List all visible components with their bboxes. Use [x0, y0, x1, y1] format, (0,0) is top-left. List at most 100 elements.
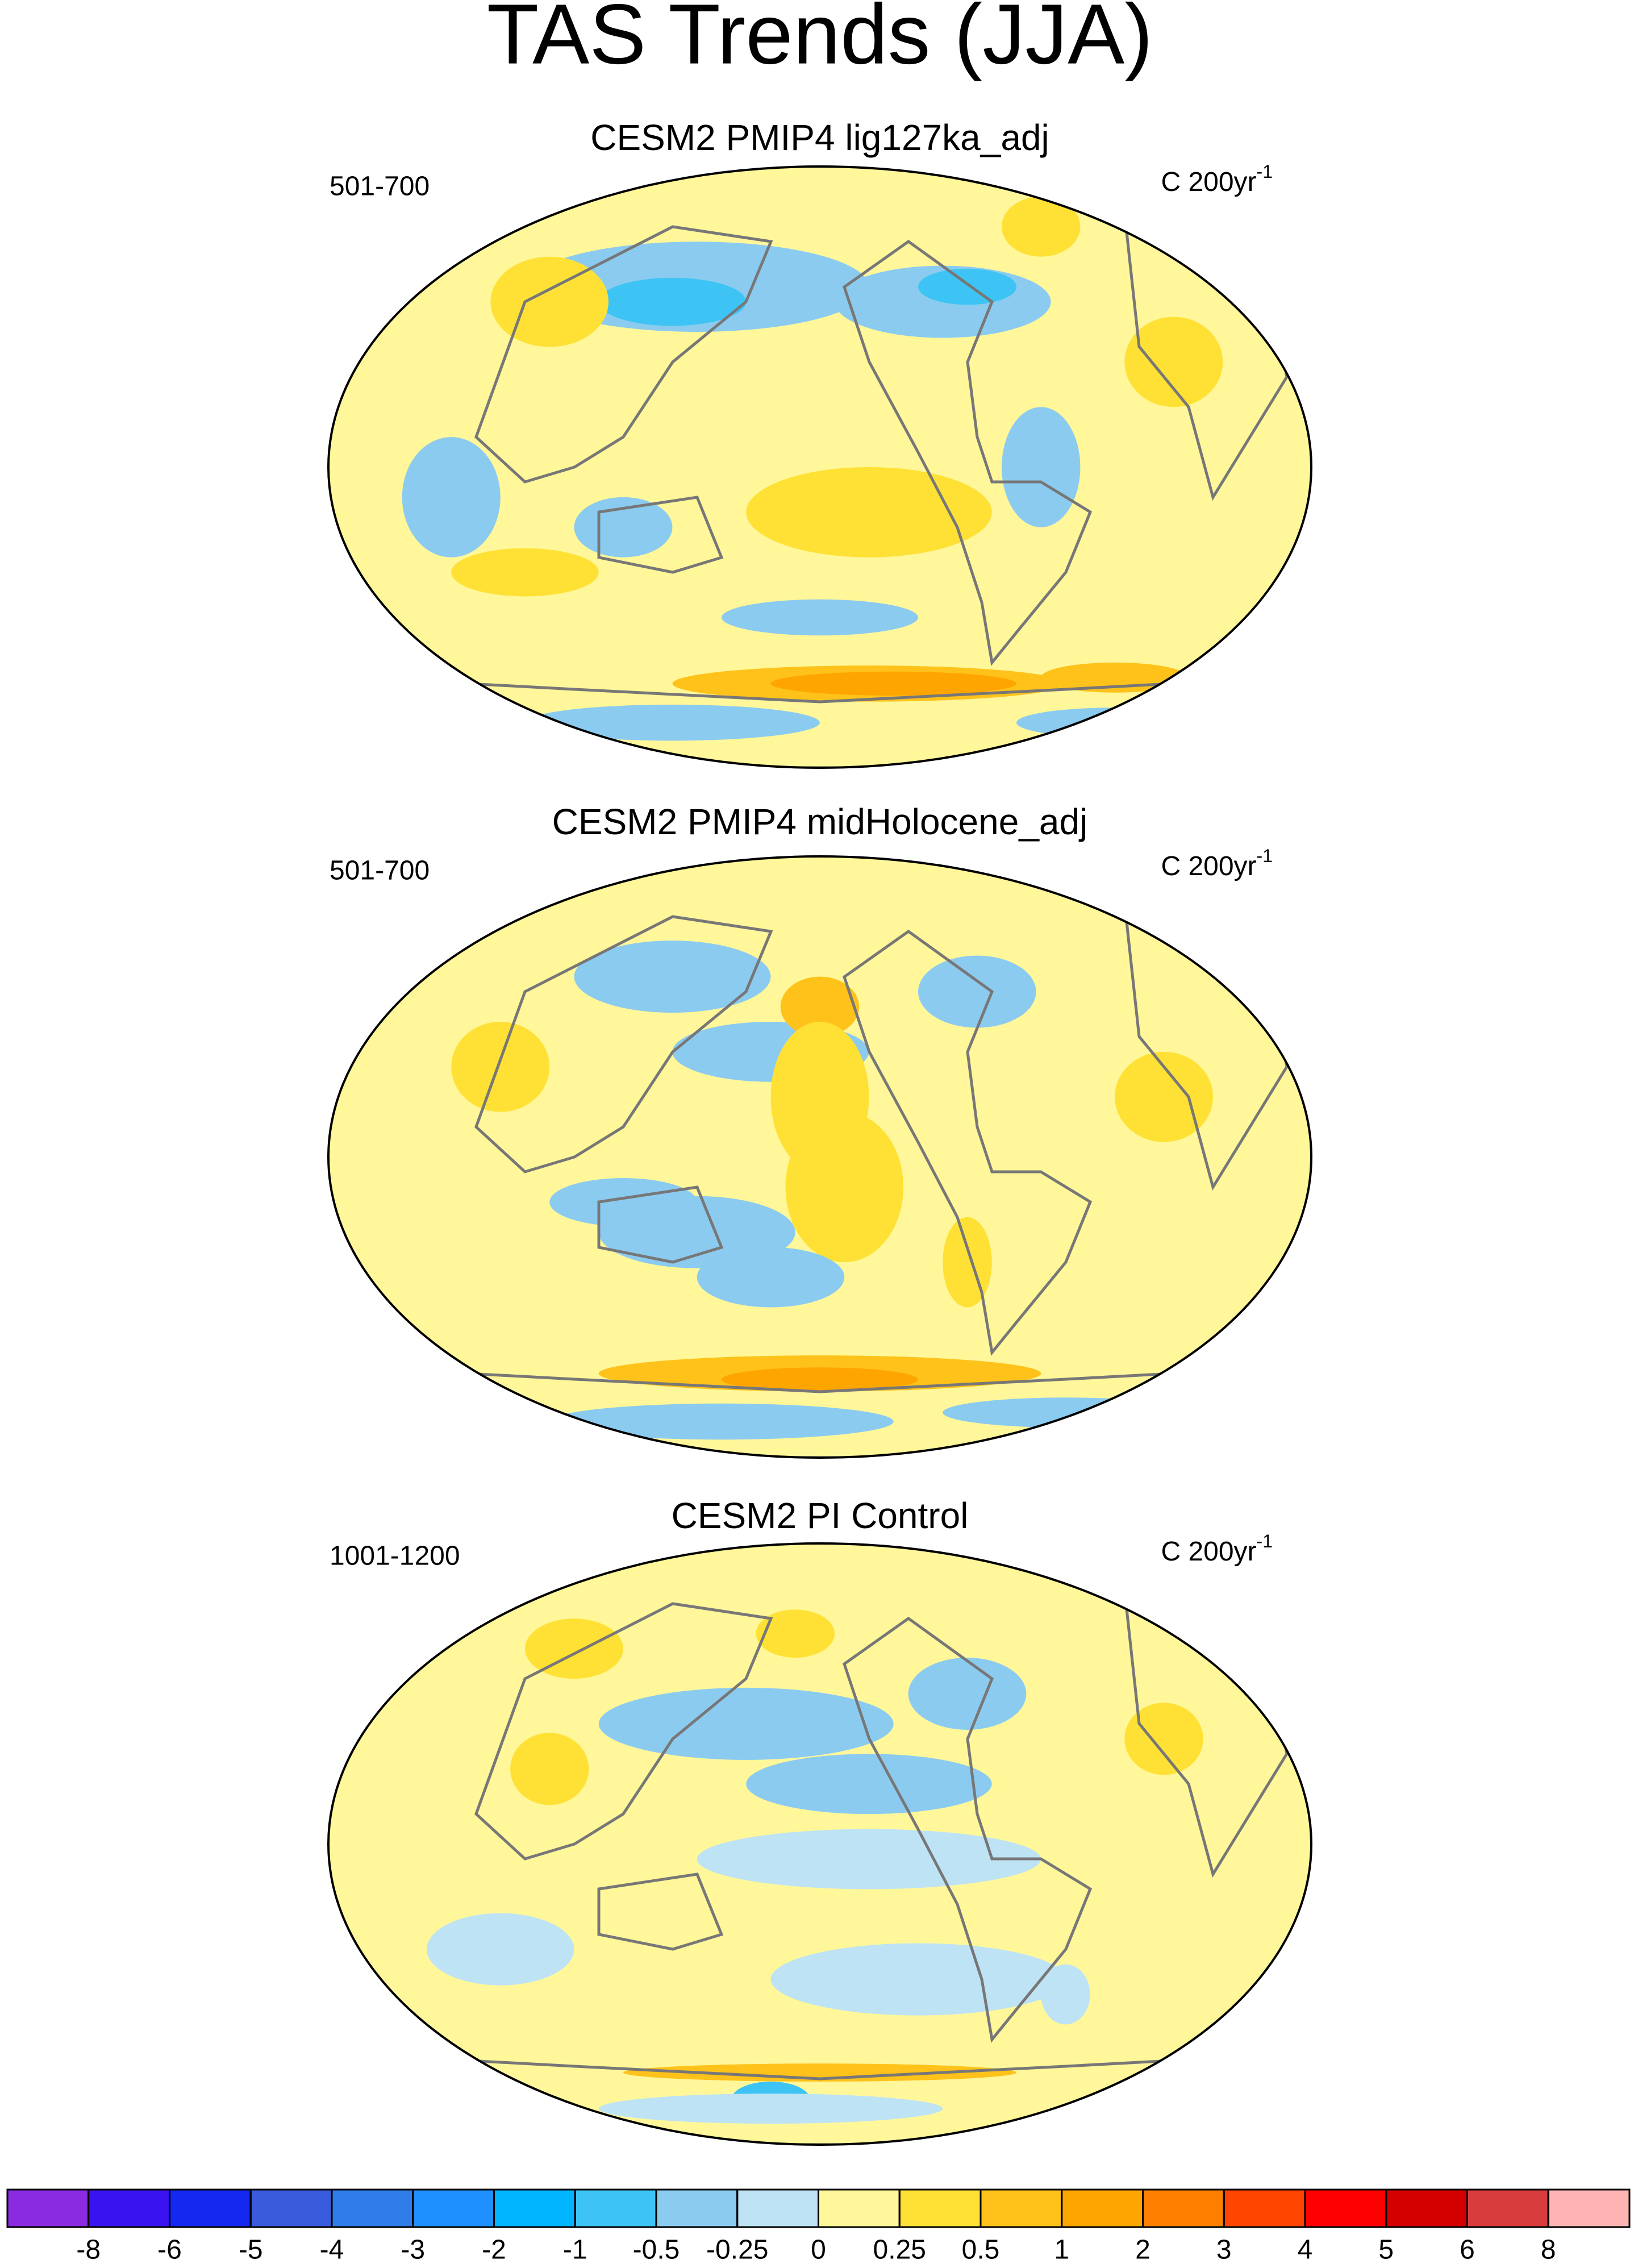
colorbar-label: -8	[76, 2235, 101, 2265]
trend-region	[598, 1687, 894, 1760]
colorbar-box	[1547, 2188, 1631, 2228]
trend-region	[780, 976, 860, 1037]
map	[328, 856, 1311, 1458]
units-text: C 200yr	[1161, 851, 1256, 881]
colorbar-box	[655, 2188, 739, 2228]
trend-region	[770, 1943, 1066, 2016]
trend-region	[746, 467, 992, 557]
trend-region	[1002, 196, 1081, 257]
units-text: C 200yr	[1161, 167, 1256, 197]
map	[328, 167, 1311, 768]
coastline	[843, 1616, 1093, 2043]
trend-region	[908, 1658, 1027, 1730]
trend-region	[943, 1217, 992, 1308]
colorbar-box	[169, 2188, 252, 2228]
trend-region	[549, 1178, 697, 1226]
units-label: C 200yr-1	[1161, 1531, 1273, 1566]
colorbar-box	[1304, 2188, 1387, 2228]
trend-region	[770, 671, 1016, 696]
trend-region	[918, 268, 1016, 305]
trend-region	[623, 2063, 1016, 2082]
trend-region	[427, 1913, 574, 1986]
colorbar-box	[87, 2188, 170, 2228]
map-border	[327, 1542, 1312, 2146]
colorbar-label: 3	[1216, 2235, 1232, 2265]
trend-region	[1124, 317, 1223, 407]
trend-region	[510, 1733, 589, 1805]
panel-title: CESM2 PI Control	[672, 1495, 969, 1536]
units-exponent: -1	[1257, 1531, 1273, 1551]
colorbar-label: 4	[1298, 2235, 1313, 2265]
map-border	[327, 165, 1312, 769]
trend-region	[525, 704, 820, 741]
coastline	[843, 929, 1093, 1356]
coastline	[474, 225, 773, 484]
trend-region	[451, 1021, 550, 1112]
trend-region	[785, 1112, 904, 1263]
colorbar-box	[574, 2188, 657, 2228]
colorbar-box	[412, 2188, 495, 2228]
trend-region	[943, 1397, 1189, 1428]
colorbar-label: 0.5	[962, 2235, 1000, 2265]
colorbar-box	[6, 2188, 90, 2228]
colorbar-box	[331, 2188, 414, 2228]
trend-region	[1041, 1964, 1090, 2025]
units-label: C 200yr-1	[1161, 161, 1273, 197]
colorbar-box	[818, 2188, 901, 2228]
trend-region	[1002, 407, 1081, 527]
colorbar-label: -0.5	[633, 2235, 680, 2265]
trend-region	[525, 1618, 623, 1679]
coastline	[597, 1185, 724, 1264]
colorbar-box	[979, 2188, 1063, 2228]
colorbar-label: 0.25	[873, 2235, 926, 2265]
colorbar-label: -6	[157, 2235, 182, 2265]
units-exponent: -1	[1257, 846, 1273, 866]
trend-region	[451, 548, 599, 597]
colorbar-label: -5	[239, 2235, 263, 2265]
units-text: C 200yr	[1161, 1537, 1256, 1567]
colorbar-label: 2	[1135, 2235, 1151, 2265]
trend-region	[746, 1754, 992, 1815]
colorbar-box	[493, 2188, 576, 2228]
trend-region	[722, 1367, 918, 1392]
colorbar-label: -2	[482, 2235, 506, 2265]
colorbar-box	[1061, 2188, 1144, 2228]
units-exponent: -1	[1257, 161, 1273, 182]
colorbar-box	[1142, 2188, 1225, 2228]
period-label: 501-700	[330, 856, 430, 886]
trend-region	[402, 437, 501, 557]
colorbar-label: 6	[1460, 2235, 1475, 2265]
colorbar-box	[249, 2188, 333, 2228]
trend-region	[722, 599, 918, 636]
colorbar-box	[736, 2188, 819, 2228]
coastline	[474, 915, 773, 1173]
units-label: C 200yr-1	[1161, 846, 1273, 881]
colorbar-box	[1466, 2188, 1549, 2228]
trend-region	[1115, 1051, 1213, 1142]
coastline	[474, 1602, 773, 1861]
colorbar-label: -1	[563, 2235, 587, 2265]
colorbar-label: -0.25	[706, 2235, 768, 2265]
colorbar-label: 1	[1054, 2235, 1069, 2265]
map	[328, 1543, 1311, 2145]
colorbar-label: -4	[320, 2235, 344, 2265]
colorbar-box	[898, 2188, 982, 2228]
trend-region	[697, 1829, 1041, 1890]
coastline	[597, 496, 724, 574]
colorbar-label: 8	[1541, 2235, 1556, 2265]
trend-region	[756, 1609, 835, 1658]
trend-region	[353, 1355, 452, 1392]
trend-region	[918, 955, 1036, 1028]
trend-region	[549, 1403, 894, 1440]
figure-title: TAS Trends (JJA)	[487, 0, 1153, 82]
coastline	[843, 239, 1093, 666]
trend-region	[574, 941, 771, 1013]
colorbar-label: -3	[401, 2235, 425, 2265]
trend-region	[697, 1247, 845, 1308]
trend-region	[574, 497, 673, 557]
colorbar-label: 0	[811, 2235, 826, 2265]
map-border	[327, 855, 1312, 1459]
period-label: 1001-1200	[330, 1541, 460, 1571]
colorbar-box	[1223, 2188, 1306, 2228]
